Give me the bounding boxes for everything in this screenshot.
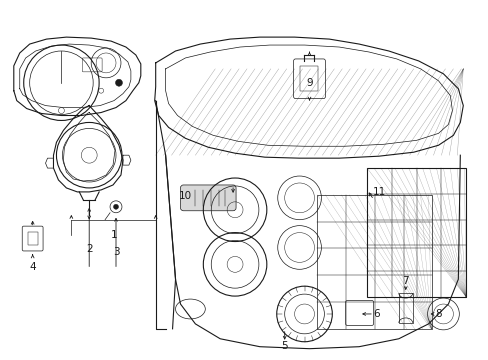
Text: 11: 11 <box>371 187 385 197</box>
Text: 10: 10 <box>179 191 192 201</box>
Bar <box>299 66 318 91</box>
Circle shape <box>115 79 122 86</box>
Circle shape <box>113 204 118 209</box>
Text: 2: 2 <box>86 244 92 255</box>
Text: 3: 3 <box>112 247 119 257</box>
Text: 1: 1 <box>110 230 117 239</box>
Bar <box>317 195 431 329</box>
Text: 7: 7 <box>402 276 408 286</box>
Bar <box>398 293 412 323</box>
Text: 8: 8 <box>434 309 441 319</box>
Text: 6: 6 <box>373 309 380 319</box>
Text: 5: 5 <box>281 341 287 351</box>
Text: 9: 9 <box>305 78 312 88</box>
Text: 4: 4 <box>29 262 36 272</box>
FancyBboxPatch shape <box>180 185 236 211</box>
Bar <box>28 231 38 246</box>
Bar <box>366 168 466 297</box>
